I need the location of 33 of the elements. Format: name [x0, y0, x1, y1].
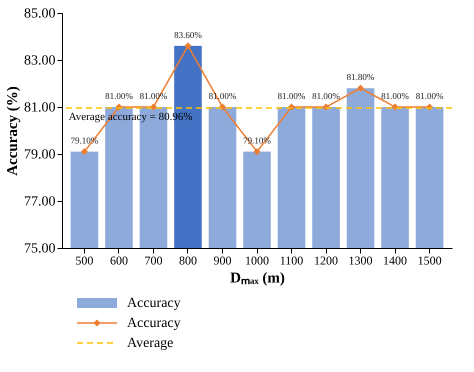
y-tick-label: 75.00	[24, 242, 56, 256]
x-tick-label: 1200	[314, 254, 338, 268]
point	[80, 148, 88, 156]
data-label: 83.60%	[174, 30, 202, 40]
x-tick-label: 500	[75, 254, 94, 268]
x-axis-title: Dₘₐₓ (m)	[230, 270, 285, 286]
y-tick-label: 85.00	[24, 6, 56, 22]
x-tick-label: 900	[213, 254, 232, 268]
y-tick-label: 81.00	[24, 100, 56, 116]
y-tick-label: 79.00	[24, 148, 56, 162]
data-label: 81.00%	[381, 91, 410, 101]
legend-label: Accuracy	[127, 316, 181, 331]
x-tick-label: 700	[144, 254, 162, 268]
y-axis-title: Accuracy (%)	[5, 86, 21, 176]
data-label: 81.00%	[278, 91, 306, 101]
point	[184, 42, 192, 50]
data-label: 81.00%	[312, 91, 340, 101]
data-label: 81.80%	[346, 72, 375, 82]
x-tick-label: 1300	[348, 254, 373, 268]
x-tick-label: 1100	[280, 254, 304, 268]
x-tick-label: 1000	[245, 254, 269, 268]
data-label: 81.00%	[416, 91, 444, 101]
x-tick-label: 800	[178, 254, 197, 268]
x-tick-label: 600	[110, 254, 128, 268]
y-tick-label: 77.00	[24, 194, 56, 210]
data-label: 81.00%	[105, 91, 134, 101]
legend-label: Average	[127, 336, 174, 351]
x-tick-label: 1500	[418, 254, 442, 268]
point	[357, 84, 364, 92]
point	[253, 148, 261, 156]
legend-label: Accuracy	[127, 296, 181, 311]
x-tick-label: 1400	[383, 254, 408, 268]
y-tick-label: 83.00	[24, 54, 56, 68]
